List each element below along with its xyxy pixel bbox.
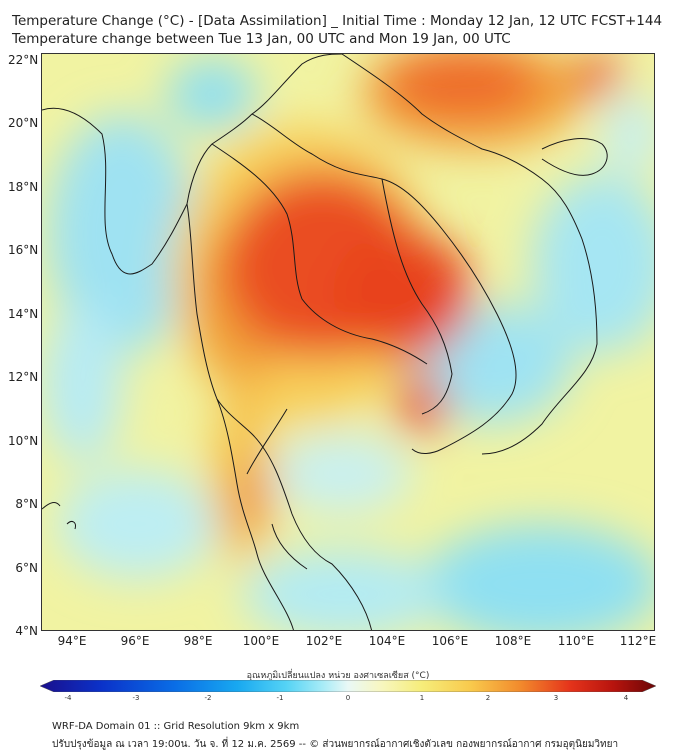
colorbar bbox=[40, 680, 656, 692]
lat-label-8n: 8°N bbox=[15, 497, 38, 511]
lon-label-108e: 108°E bbox=[494, 634, 532, 648]
colorbar-tick-1: 1 bbox=[419, 694, 425, 702]
colorbar-tick-4: 4 bbox=[623, 694, 629, 702]
title-line-1: Temperature Change (°C) - [Data Assimila… bbox=[12, 13, 663, 29]
lon-label-100e: 100°E bbox=[242, 634, 280, 648]
lat-label-16n: 16°N bbox=[8, 243, 39, 257]
lon-label-106e: 106°E bbox=[431, 634, 469, 648]
lat-label-4n: 4°N bbox=[15, 624, 38, 638]
lon-label-102e: 102°E bbox=[305, 634, 343, 648]
lat-label-6n: 6°N bbox=[15, 561, 38, 575]
lat-label-18n: 18°N bbox=[8, 180, 39, 194]
colorbar-gradient bbox=[40, 680, 656, 692]
footer-credit: ปรับปรุงข้อมูล ณ เวลา 19:00น. วัน จ. ที่… bbox=[52, 739, 619, 750]
lon-label-104e: 104°E bbox=[368, 634, 406, 648]
lat-label-22n: 22°N bbox=[8, 53, 39, 67]
map-canvas bbox=[42, 54, 654, 630]
colorbar-tick-2: 2 bbox=[485, 694, 491, 702]
lat-label-14n: 14°N bbox=[8, 307, 39, 321]
lon-label-110e: 110°E bbox=[557, 634, 595, 648]
colorbar-tick-m2: -2 bbox=[204, 694, 212, 702]
temperature-change-map bbox=[41, 53, 655, 631]
colorbar-tick-m3: -3 bbox=[132, 694, 140, 702]
lon-label-112e: 112°E bbox=[619, 634, 657, 648]
footer-model-info: WRF-DA Domain 01 :: Grid Resolution 9km … bbox=[52, 721, 300, 732]
lat-label-20n: 20°N bbox=[8, 116, 39, 130]
colorbar-tick-3: 3 bbox=[553, 694, 559, 702]
lat-label-10n: 10°N bbox=[8, 434, 39, 448]
lat-label-12n: 12°N bbox=[8, 370, 39, 384]
colorbar-tick-0: 0 bbox=[345, 694, 351, 702]
lon-label-94e: 94°E bbox=[57, 634, 87, 648]
lon-label-96e: 96°E bbox=[120, 634, 150, 648]
colorbar-title: อุณหภูมิเปลี่ยนแปลง หน่วย องศาเซลเซียส (… bbox=[246, 671, 430, 681]
colorbar-tick-m4: -4 bbox=[64, 694, 72, 702]
title-line-2: Temperature change between Tue 13 Jan, 0… bbox=[12, 31, 511, 47]
lon-label-98e: 98°E bbox=[183, 634, 213, 648]
temperature-field bbox=[42, 54, 654, 630]
country-borders bbox=[42, 54, 608, 630]
colorbar-tick-m1: -1 bbox=[276, 694, 284, 702]
